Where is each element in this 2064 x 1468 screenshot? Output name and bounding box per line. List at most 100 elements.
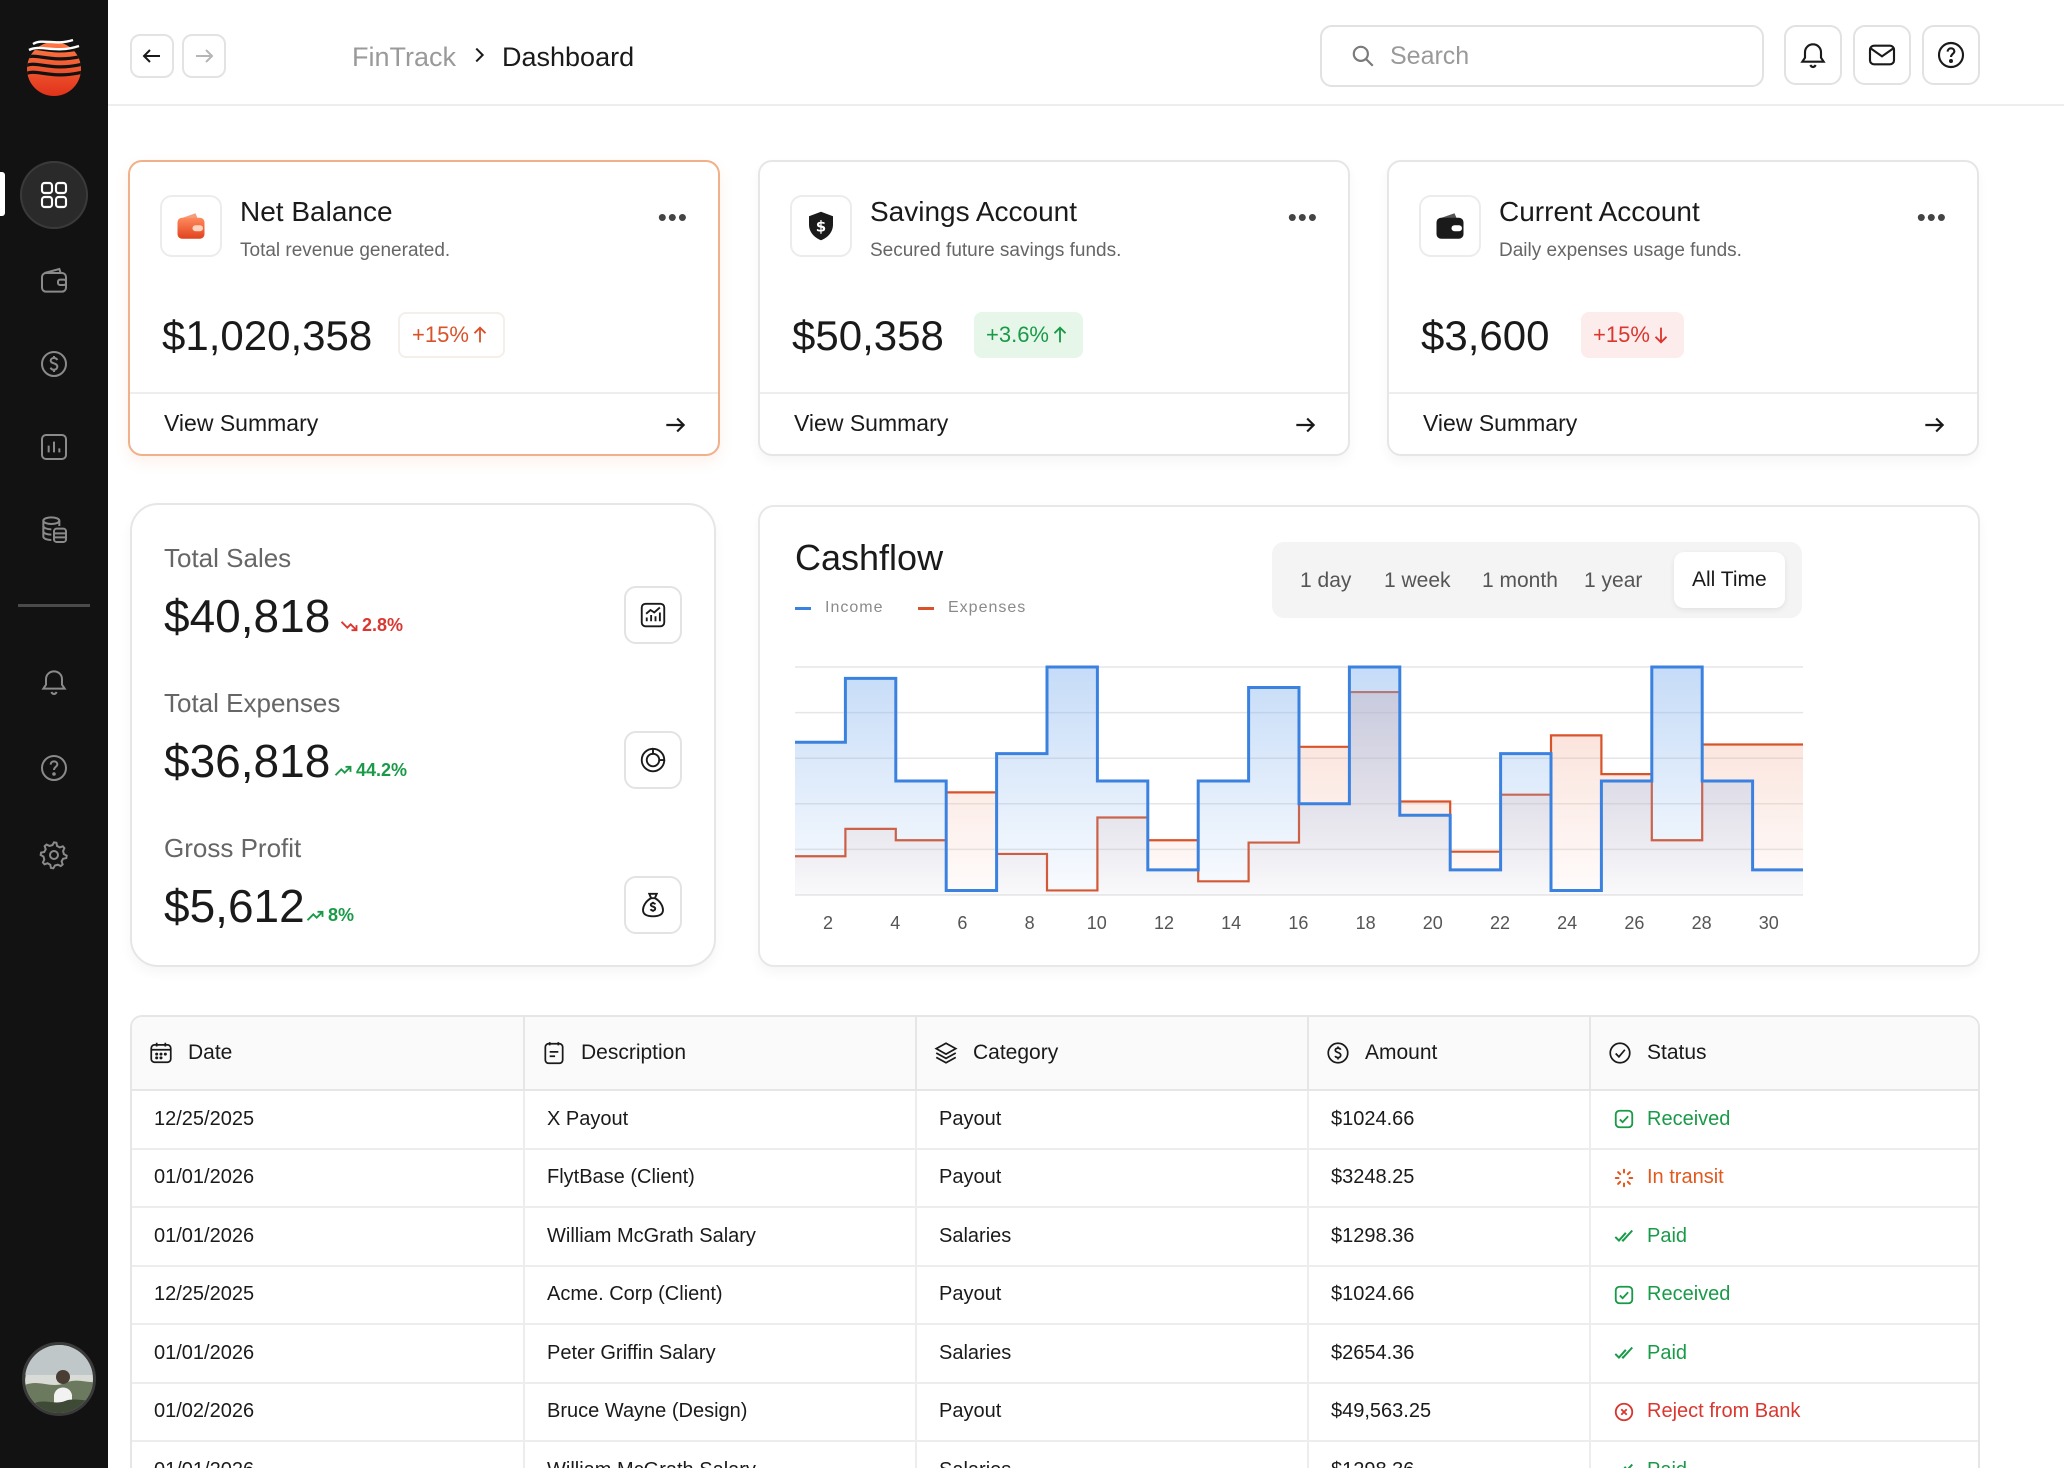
back-button[interactable] [130, 34, 174, 78]
sidebar-item-reports[interactable] [20, 413, 88, 481]
mail-icon [1868, 44, 1896, 66]
cell-date: 01/02/2026 [132, 1382, 525, 1442]
card-subtitle: Secured future savings funds. [870, 240, 1122, 261]
x-tick-label: 20 [1423, 913, 1443, 933]
arrow-right-icon [666, 417, 686, 433]
help-button[interactable] [1922, 25, 1980, 85]
more-options-icon[interactable]: ••• [657, 202, 688, 232]
sidebar-item-payments[interactable] [20, 330, 88, 398]
search-input[interactable] [1390, 41, 1750, 71]
gear-icon [39, 841, 68, 870]
check-circle-icon [1609, 1042, 1631, 1064]
x-tick-label: 10 [1087, 913, 1107, 933]
range-option-1-day[interactable]: 1 day [1300, 569, 1352, 592]
card-icon-box [1419, 195, 1481, 257]
current-account-card[interactable]: Current Account Daily expenses usage fun… [1387, 160, 1979, 456]
sidebar-item-help[interactable] [20, 734, 88, 802]
change-value: +15% [412, 322, 469, 347]
table-row[interactable]: 01/02/2026 Bruce Wayne (Design) Payout $49,… [132, 1382, 1978, 1442]
sidebar-item-settings[interactable] [20, 821, 88, 889]
table-row[interactable]: 01/01/2026 FlytBase (Client) Payout $3248.2… [132, 1148, 1978, 1208]
net-balance-card[interactable]: Net Balance Total revenue generated. •••… [128, 160, 720, 456]
cell-date: 01/01/2026 [132, 1148, 525, 1208]
x-tick-label: 2 [823, 913, 833, 933]
table-header-row: Date Description Category [132, 1017, 1978, 1091]
arrow-right-icon [196, 49, 214, 63]
stat-label: Total Expenses [164, 688, 341, 718]
x-tick-label: 16 [1288, 913, 1308, 933]
stat-change: 44.2% [333, 760, 407, 781]
cell-category: Payout [916, 1382, 1309, 1442]
range-option-all-time[interactable]: All Time [1674, 552, 1785, 608]
expenses-chart-button[interactable] [624, 731, 682, 789]
sidebar-item-notifications[interactable] [20, 648, 88, 716]
status-label: In transit [1647, 1166, 1724, 1189]
change-badge: +15% [398, 312, 505, 358]
status-badge: Reject from Bank [1613, 1400, 1978, 1423]
dollar-coin-icon [41, 351, 67, 377]
change-badge: +15% [1581, 312, 1684, 358]
table-row[interactable]: 01/01/2026 Peter Griffin Salary Salaries $2… [132, 1324, 1978, 1384]
profit-button[interactable] [624, 876, 682, 934]
cell-amount: $2654.36 [1308, 1324, 1591, 1384]
more-options-icon[interactable]: ••• [1287, 202, 1318, 232]
column-header-category[interactable]: Category [916, 1017, 1309, 1091]
status-label: Received [1647, 1283, 1731, 1306]
view-summary-label: View Summary [164, 410, 319, 436]
forward-button[interactable] [182, 34, 226, 78]
column-header-date[interactable]: Date [132, 1017, 525, 1091]
loader-icon [1614, 1168, 1634, 1188]
status-label: Received [1647, 1107, 1731, 1130]
range-option-1-year[interactable]: 1 year [1584, 569, 1643, 592]
x-circle-icon [1614, 1402, 1634, 1421]
calendar-icon [150, 1042, 172, 1064]
view-summary-label: View Summary [794, 410, 949, 436]
bell-icon [1800, 43, 1826, 69]
arrow-left-icon [142, 49, 160, 63]
trend-up-icon [334, 765, 352, 776]
cell-status: Received [1590, 1090, 1978, 1150]
status-badge: Received [1613, 1283, 1978, 1306]
stat-change: 2.8% [339, 615, 403, 636]
arrow-right-icon [1296, 417, 1316, 433]
sales-chart-button[interactable] [624, 586, 682, 644]
view-summary-link[interactable]: View Summary [1389, 392, 1977, 454]
sidebar-item-database[interactable] [20, 496, 88, 564]
pie-chart-icon [640, 747, 666, 773]
cell-status: Reject from Bank [1590, 1382, 1978, 1442]
cell-description: William McGrath Salary [524, 1207, 917, 1267]
legend-expenses: Expenses [918, 599, 1026, 617]
column-label: Amount [1365, 1041, 1438, 1064]
fintrack-logo[interactable] [25, 36, 83, 98]
savings-account-card[interactable]: $ Savings Account Secured future savings… [758, 160, 1350, 456]
status-badge: In transit [1613, 1166, 1978, 1189]
more-options-icon[interactable]: ••• [1916, 202, 1947, 232]
table-row[interactable]: 12/25/2025 Acme. Corp (Client) Payout $1024… [132, 1265, 1978, 1325]
grid-icon [40, 181, 68, 209]
card-title: Savings Account [870, 196, 1078, 227]
view-summary-link[interactable]: View Summary [760, 392, 1348, 454]
notifications-button[interactable] [1784, 25, 1842, 85]
range-option-1-month[interactable]: 1 month [1482, 569, 1558, 592]
search-box[interactable] [1320, 25, 1764, 87]
sidebar-item-wallet[interactable] [20, 247, 88, 315]
column-header-amount[interactable]: Amount [1308, 1017, 1591, 1091]
view-summary-link[interactable]: View Summary [130, 392, 718, 454]
status-badge: Received [1613, 1108, 1978, 1131]
column-header-status[interactable]: Status [1590, 1017, 1978, 1091]
stat-change-value: 2.8% [362, 615, 404, 635]
messages-button[interactable] [1853, 25, 1911, 85]
series-line-income [795, 665, 1803, 892]
breadcrumb-root[interactable]: FinTrack [352, 42, 457, 72]
column-header-description[interactable]: Description [524, 1017, 917, 1091]
sidebar-item-dashboard[interactable] [20, 161, 88, 229]
wallet-icon [1436, 213, 1464, 239]
avatar[interactable] [22, 1342, 96, 1416]
range-option-1-week[interactable]: 1 week [1384, 569, 1451, 592]
table-row[interactable]: 12/25/2025 X Payout Payout $1024.66 Received [132, 1090, 1978, 1150]
breadcrumb-current: Dashboard [502, 42, 635, 72]
cell-amount: $1298.36 [1308, 1441, 1591, 1468]
card-icon-box [160, 195, 222, 257]
